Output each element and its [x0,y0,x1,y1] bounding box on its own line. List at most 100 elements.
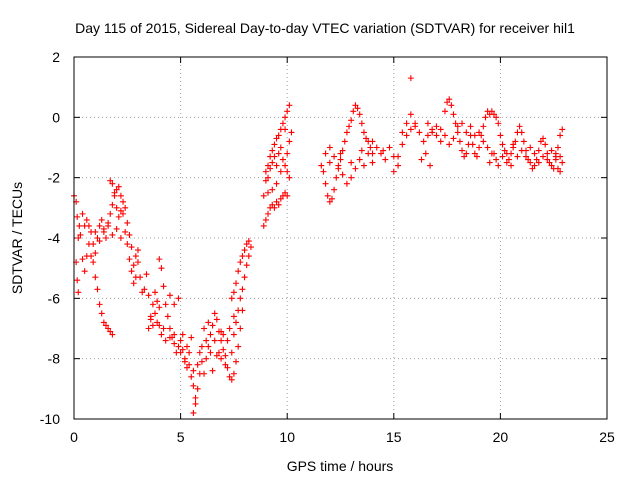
data-point [476,129,483,136]
data-point [74,213,81,220]
data-point [126,256,133,263]
data-point [484,144,491,151]
data-point [96,301,103,308]
data-point [356,156,363,163]
data-point [207,349,214,356]
data-point [459,147,466,154]
data-point [456,138,463,145]
data-point [124,219,131,226]
data-point [130,280,137,287]
data-point [147,316,154,323]
data-point [177,349,184,356]
data-point [226,373,233,380]
data-point [201,370,208,377]
data-point [493,156,500,163]
data-point [233,358,240,365]
data-point [446,141,453,148]
data-point [233,319,240,326]
data-point [160,283,167,290]
data-point [192,394,199,401]
data-point [348,174,355,181]
data-point [96,238,103,245]
data-point [469,141,476,148]
data-point [271,141,278,148]
data-point [166,292,173,299]
data-point [124,241,131,248]
data-point [235,268,242,275]
data-point [520,138,527,145]
data-point [286,138,293,145]
data-point [514,153,521,160]
data-point [139,289,146,296]
data-point [531,162,538,169]
data-point [527,159,534,166]
data-point [186,361,193,368]
data-point [399,129,406,136]
data-point [141,286,148,293]
data-point [158,265,165,272]
data-point [282,162,289,169]
y-tick-label: -2 [48,170,61,186]
data-point [277,195,284,202]
data-point [109,201,116,208]
x-tick-label: 25 [599,429,615,445]
data-point [260,222,267,229]
data-point [433,132,440,139]
data-point [115,183,122,190]
data-point [390,168,397,175]
data-point [279,156,286,163]
data-point [427,162,434,169]
data-point [446,96,453,103]
data-point [557,168,564,175]
data-point [162,301,169,308]
data-point [226,325,233,332]
data-point [399,141,406,148]
data-point [527,144,534,151]
data-point [407,126,414,133]
data-point [117,192,124,199]
data-point [286,102,293,109]
data-point [235,343,242,350]
plot-frame [73,56,608,420]
axis-ticks: 0 5 10 15 20 25 -10 -8 -6 -4 -2 0 2 [40,49,615,445]
data-point [107,328,114,335]
data-point [471,132,478,139]
data-point [324,192,331,199]
data-point [407,111,414,118]
data-point [218,337,225,344]
data-point [149,301,156,308]
data-point [533,156,540,163]
data-point [171,331,178,338]
data-point [471,150,478,157]
data-point [525,156,532,163]
data-point [367,144,374,151]
data-point [463,129,470,136]
data-point [348,159,355,166]
data-point [75,289,82,296]
data-point [265,162,272,169]
data-point [529,165,536,172]
data-point [230,370,237,377]
data-point [164,313,171,320]
data-point [230,331,237,338]
data-point [243,241,250,248]
x-tick-label: 0 [70,429,78,445]
data-point [282,126,289,133]
data-point [209,367,216,374]
data-point [145,292,152,299]
data-point [540,153,547,160]
data-point [448,102,455,109]
data-point [98,216,105,223]
data-point [117,207,124,214]
data-point [424,120,431,127]
data-point [269,159,276,166]
data-point [196,349,203,356]
data-point [476,144,483,151]
data-point [241,274,248,281]
data-point [154,298,161,305]
data-point [508,162,515,169]
data-point [495,162,502,169]
data-point [416,129,423,136]
data-point [420,138,427,145]
data-point [149,322,156,329]
